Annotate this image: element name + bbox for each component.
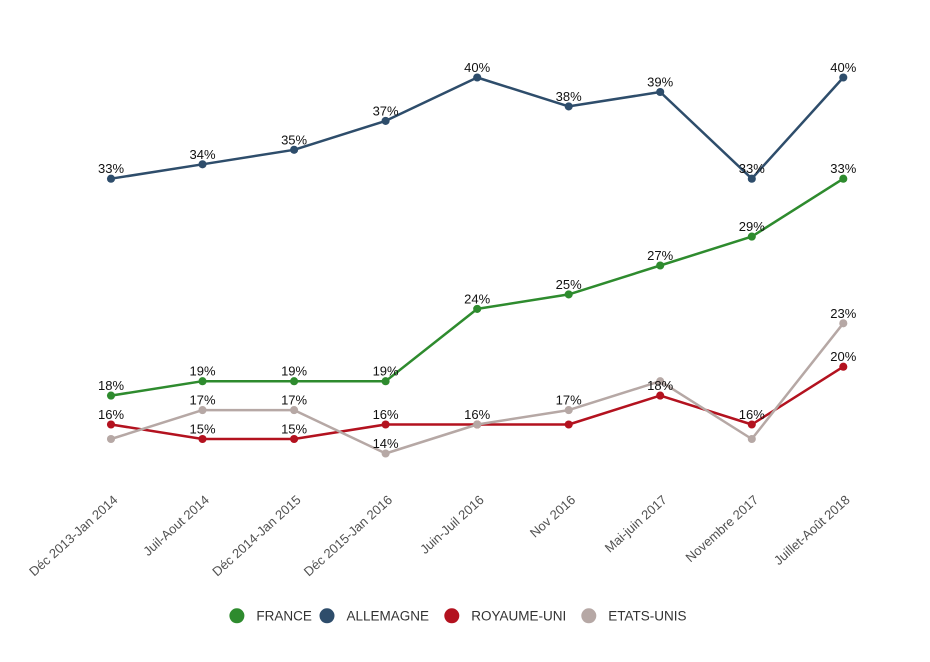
svg-text:ALLEMAGNE: ALLEMAGNE <box>347 609 430 624</box>
svg-text:17%: 17% <box>556 393 582 408</box>
svg-text:18%: 18% <box>647 378 673 393</box>
svg-text:15%: 15% <box>189 422 215 437</box>
svg-text:17%: 17% <box>189 393 215 408</box>
svg-text:23%: 23% <box>830 306 856 321</box>
svg-text:29%: 29% <box>739 219 765 234</box>
svg-text:19%: 19% <box>373 364 399 379</box>
svg-text:ROYAUME-UNI: ROYAUME-UNI <box>471 609 566 624</box>
svg-text:14%: 14% <box>373 436 399 451</box>
svg-text:33%: 33% <box>830 161 856 176</box>
svg-text:ETATS-UNIS: ETATS-UNIS <box>608 609 686 624</box>
svg-text:24%: 24% <box>464 291 490 306</box>
svg-text:15%: 15% <box>281 422 307 437</box>
svg-text:34%: 34% <box>189 147 215 162</box>
svg-text:FRANCE: FRANCE <box>256 609 312 624</box>
svg-text:20%: 20% <box>830 349 856 364</box>
svg-text:35%: 35% <box>281 132 307 147</box>
svg-text:16%: 16% <box>739 407 765 422</box>
svg-text:16%: 16% <box>98 407 124 422</box>
svg-text:16%: 16% <box>464 407 490 422</box>
svg-text:17%: 17% <box>281 393 307 408</box>
svg-text:33%: 33% <box>739 161 765 176</box>
svg-text:40%: 40% <box>464 60 490 75</box>
svg-text:25%: 25% <box>556 277 582 292</box>
svg-text:33%: 33% <box>98 161 124 176</box>
svg-text:18%: 18% <box>98 378 124 393</box>
svg-text:40%: 40% <box>830 60 856 75</box>
svg-text:37%: 37% <box>373 103 399 118</box>
svg-text:19%: 19% <box>281 364 307 379</box>
svg-text:38%: 38% <box>556 89 582 104</box>
svg-text:19%: 19% <box>189 364 215 379</box>
svg-text:27%: 27% <box>647 248 673 263</box>
svg-text:16%: 16% <box>373 407 399 422</box>
svg-text:39%: 39% <box>647 75 673 90</box>
